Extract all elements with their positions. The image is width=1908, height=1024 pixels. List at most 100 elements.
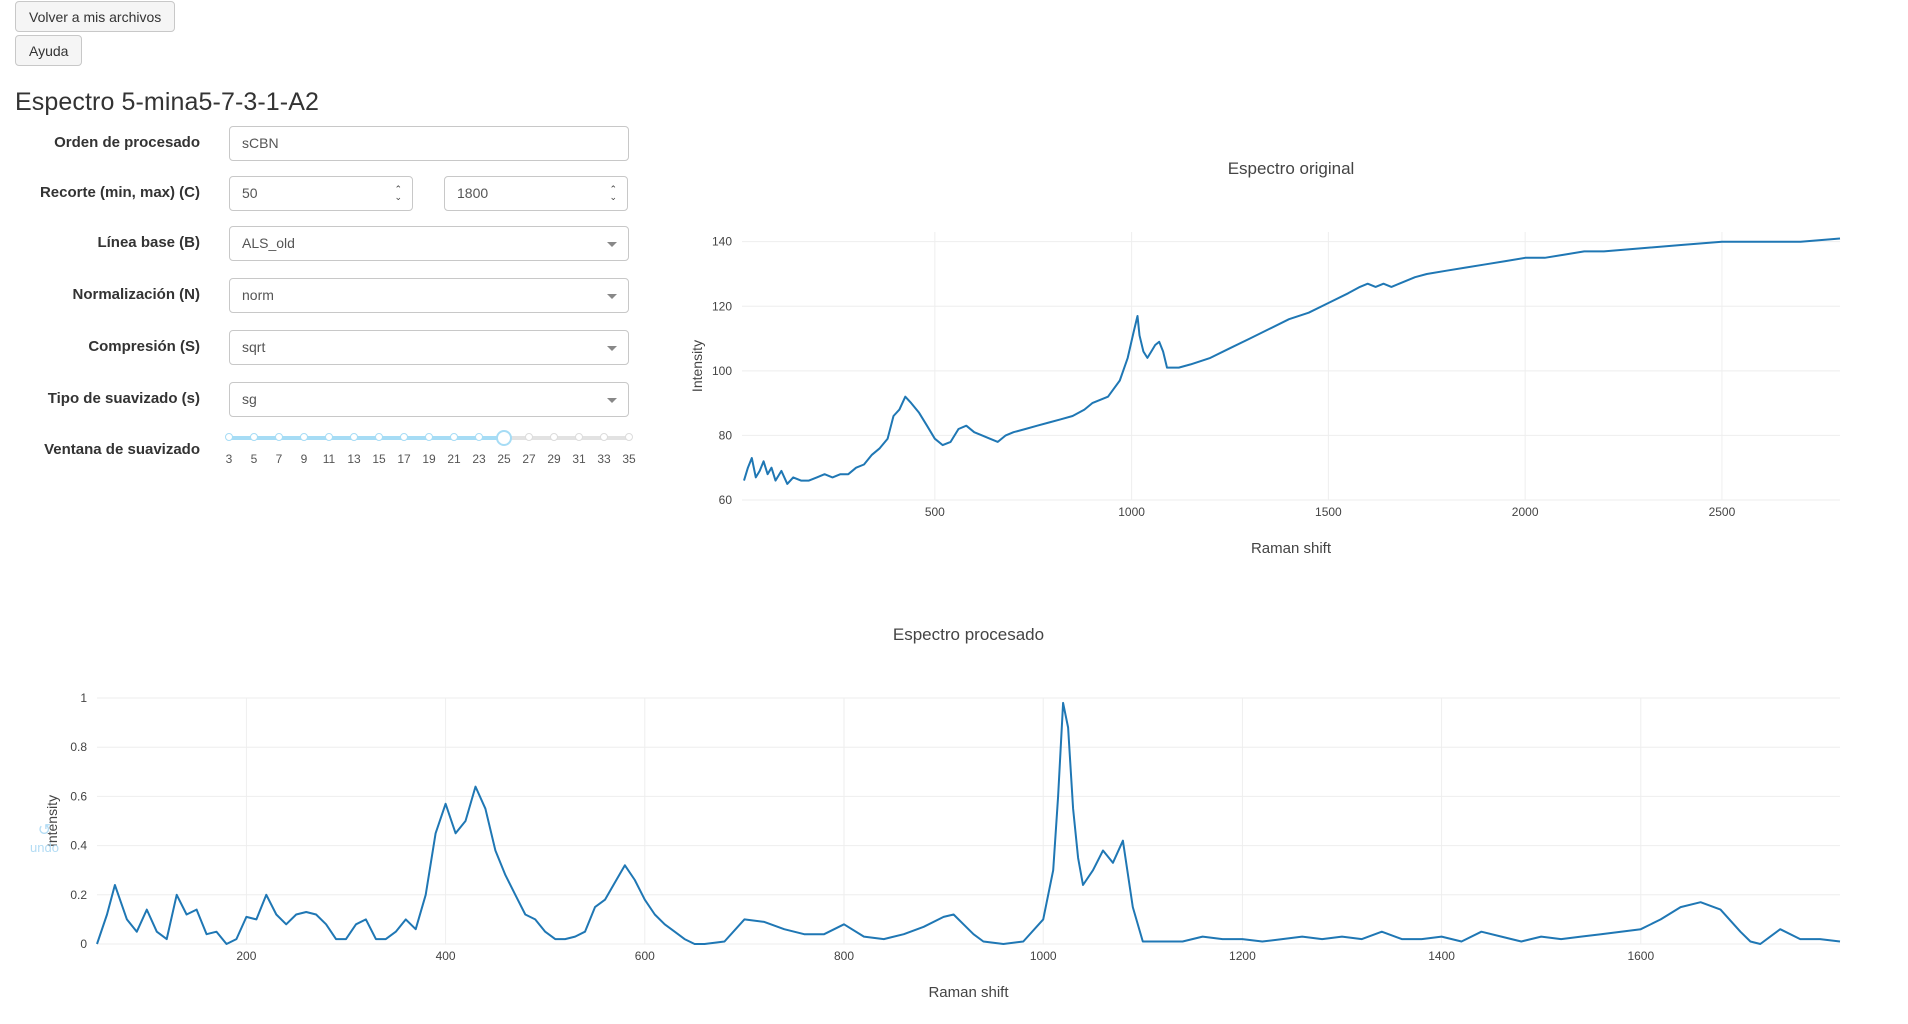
back-to-files-button[interactable]: Volver a mis archivos [15, 1, 176, 32]
slider-step-dot[interactable] [475, 433, 483, 441]
compression-label: Compresión (S) [88, 338, 200, 355]
slider-step-dot[interactable] [600, 433, 608, 441]
processing-order-label: Orden de procesado [54, 134, 200, 151]
undo-label: undo [30, 840, 59, 855]
y-tick-label: 0 [80, 937, 87, 951]
x-tick-label: 1600 [1627, 949, 1654, 963]
slider-tick-label: 29 [547, 452, 561, 466]
slider-tick-label: 9 [300, 452, 308, 466]
slider-tick-label: 23 [472, 452, 486, 466]
slider-tick-label: 5 [250, 452, 258, 466]
y-tick-label: 80 [719, 428, 733, 442]
x-tick-label: 600 [635, 949, 655, 963]
slider-step-dot[interactable] [250, 433, 258, 441]
slider-step-dot[interactable] [400, 433, 408, 441]
slider-tick-label: 31 [572, 452, 586, 466]
x-tick-label: 1400 [1428, 949, 1455, 963]
y-axis-label: Intensity [689, 340, 705, 392]
slider-step-dot[interactable] [275, 433, 283, 441]
baseline-select[interactable]: ALS_old [229, 226, 629, 261]
crop-min-input[interactable]: 50 ⌃ ⌄ [229, 176, 413, 211]
slider-step-dot[interactable] [625, 433, 633, 441]
slider-tick-label: 11 [322, 452, 336, 466]
slider-step-dot[interactable] [325, 433, 333, 441]
y-tick-label: 0.8 [70, 740, 87, 754]
caret-down-icon [607, 294, 617, 299]
slider-handle[interactable] [496, 430, 512, 446]
normalization-value: norm [242, 287, 274, 303]
slider-tick-label: 15 [372, 452, 386, 466]
smoothing-type-select[interactable]: sg [229, 382, 629, 417]
page-title: Espectro 5-mina5-7-3-1-A2 [15, 88, 320, 116]
processing-order-input[interactable]: sCBN [229, 126, 629, 161]
slider-tick-label: 13 [347, 452, 361, 466]
slider-tick-label: 17 [397, 452, 411, 466]
caret-down-icon [607, 242, 617, 247]
x-tick-label: 1200 [1229, 949, 1256, 963]
crop-max-value: 1800 [457, 185, 489, 201]
compression-value: sqrt [242, 339, 266, 355]
slider-step-dot[interactable] [225, 433, 233, 441]
help-button[interactable]: Ayuda [15, 35, 83, 66]
normalization-select[interactable]: norm [229, 278, 629, 313]
x-tick-label: 500 [925, 505, 945, 519]
slider-step-dot[interactable] [350, 433, 358, 441]
slider-tick-label: 35 [622, 452, 636, 466]
caret-down-icon [607, 346, 617, 351]
slider-step-dot[interactable] [425, 433, 433, 441]
slider-step-dot[interactable] [375, 433, 383, 441]
crop-max-input[interactable]: 1800 ⌃ ⌄ [444, 176, 628, 211]
series-line [96, 701, 1841, 945]
x-tick-label: 1000 [1030, 949, 1057, 963]
slider-tick-label: 3 [225, 452, 233, 466]
y-tick-label: 140 [712, 235, 732, 249]
y-tick-label: 100 [712, 364, 732, 378]
compression-select[interactable]: sqrt [229, 330, 629, 365]
slider-step-dot[interactable] [575, 433, 583, 441]
x-tick-label: 1500 [1315, 505, 1342, 519]
y-tick-label: 1 [80, 691, 87, 705]
smoothing-window-fill [229, 436, 504, 440]
smoothing-type-label: Tipo de suavizado (s) [47, 390, 200, 407]
y-tick-label: 0.2 [70, 888, 87, 902]
crop-min-value: 50 [242, 185, 258, 201]
undo-icon: ↺ [37, 822, 52, 839]
caret-down-icon [607, 398, 617, 403]
y-tick-label: 0.4 [70, 839, 87, 853]
slider-tick-label: 25 [497, 452, 511, 466]
series-line [743, 237, 1841, 485]
smoothing-type-value: sg [242, 391, 257, 407]
slider-tick-label: 7 [275, 452, 283, 466]
slider-step-dot[interactable] [450, 433, 458, 441]
x-tick-label: 800 [834, 949, 854, 963]
x-tick-label: 200 [236, 949, 256, 963]
baseline-label: Línea base (B) [97, 234, 200, 251]
x-axis-label: Raman shift [928, 984, 1009, 1001]
slider-tick-label: 27 [522, 452, 536, 466]
x-tick-label: 1000 [1118, 505, 1145, 519]
baseline-value: ALS_old [242, 235, 295, 251]
y-tick-label: 0.6 [70, 789, 87, 803]
x-tick-label: 400 [436, 949, 456, 963]
slider-step-dot[interactable] [300, 433, 308, 441]
slider-step-dot[interactable] [525, 433, 533, 441]
slider-tick-label: 33 [597, 452, 611, 466]
slider-tick-label: 21 [447, 452, 461, 466]
spinner-icon[interactable]: ⌃ ⌄ [394, 184, 402, 202]
chart-title: Espectro original [1228, 159, 1355, 178]
chart-title: Espectro procesado [893, 625, 1044, 644]
y-tick-label: 60 [719, 493, 733, 507]
spinner-icon[interactable]: ⌃ ⌄ [609, 184, 617, 202]
x-tick-label: 2500 [1709, 505, 1736, 519]
smoothing-window-label: Ventana de suavizado [44, 441, 200, 458]
crop-label: Recorte (min, max) (C) [39, 184, 200, 201]
x-axis-label: Raman shift [1251, 540, 1332, 557]
undo-control[interactable]: ↺ undo [30, 820, 59, 855]
y-tick-label: 120 [712, 299, 732, 313]
x-tick-label: 2000 [1512, 505, 1539, 519]
y-axis-label: Intensity [44, 795, 60, 847]
normalization-label: Normalización (N) [72, 286, 200, 303]
slider-tick-label: 19 [422, 452, 436, 466]
slider-step-dot[interactable] [550, 433, 558, 441]
